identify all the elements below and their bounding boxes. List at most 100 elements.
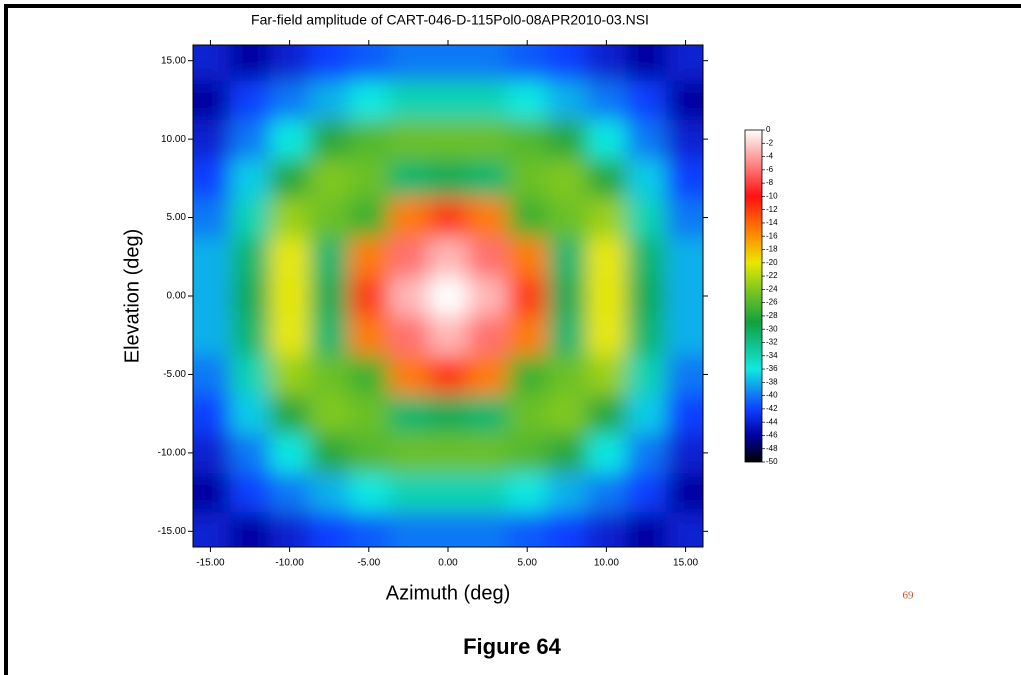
heatmap-cell xyxy=(507,472,548,513)
heatmap-cell xyxy=(665,433,703,473)
heatmap-cell xyxy=(349,119,390,160)
y-tick-label: 5.00 xyxy=(167,212,187,223)
heatmap-cell xyxy=(269,80,310,121)
heatmap-cell xyxy=(388,511,429,547)
heatmap-cell xyxy=(546,119,588,160)
figure-caption: Figure 64 xyxy=(463,634,562,659)
colorbar-tick-label: -16 xyxy=(766,231,778,240)
heatmap-cell xyxy=(467,158,508,199)
heatmap-cell xyxy=(269,276,310,317)
heatmap-cell xyxy=(546,45,588,81)
colorbar-tick-label: -8 xyxy=(766,178,774,187)
colorbar-tick-label: -34 xyxy=(766,351,778,360)
heatmap-cell xyxy=(626,237,667,277)
heatmap-cell xyxy=(586,394,627,434)
heatmap-cell xyxy=(467,45,508,81)
heatmap-cell xyxy=(586,315,627,356)
heatmap-cell xyxy=(546,472,588,513)
heatmap-cell xyxy=(507,158,548,199)
heatmap-cell xyxy=(546,197,588,238)
heatmap-cell xyxy=(230,433,271,473)
heatmap-cell xyxy=(388,237,429,277)
y-tick-label: 15.00 xyxy=(161,55,186,66)
heatmap-cell xyxy=(467,511,508,547)
heatmap-cell xyxy=(388,433,429,473)
heatmap-cell xyxy=(309,119,350,160)
heatmap-cell xyxy=(626,394,667,434)
heatmap-cell xyxy=(269,433,310,473)
heatmap-cell xyxy=(428,197,469,238)
heatmap-cell xyxy=(665,472,703,513)
heatmap-cell xyxy=(586,237,627,277)
heatmap-cell xyxy=(309,80,350,121)
heatmap-cell xyxy=(507,315,548,356)
heatmap-cell xyxy=(586,45,627,81)
heatmap-cell xyxy=(546,394,588,434)
heatmap-cell xyxy=(230,158,271,199)
heatmap-cell xyxy=(507,45,548,81)
heatmap-cell xyxy=(467,394,508,434)
heatmap-cell xyxy=(193,80,231,121)
heatmap-cell xyxy=(193,472,231,513)
heatmap-cell xyxy=(665,158,703,199)
x-tick-label: 15.00 xyxy=(673,558,698,569)
heatmap-cell xyxy=(507,197,548,238)
heatmap-cell xyxy=(230,197,271,238)
heatmap-cell xyxy=(626,158,667,199)
colorbar-tick-label: -26 xyxy=(766,298,778,307)
colorbar-tick-label: -14 xyxy=(766,218,778,227)
colorbar xyxy=(744,129,763,463)
heatmap-cell xyxy=(665,119,703,160)
heatmap-cell xyxy=(193,354,231,395)
colorbar-tick-label: -12 xyxy=(766,205,778,214)
heatmap-cell xyxy=(309,354,350,395)
heatmap-cell xyxy=(507,237,548,277)
heatmap-cell xyxy=(467,433,508,473)
colorbar-tick-label: -24 xyxy=(766,284,778,293)
heatmap xyxy=(193,45,703,547)
heatmap-cell xyxy=(428,158,469,199)
heatmap-cell xyxy=(349,158,390,199)
heatmap-cell xyxy=(269,237,310,277)
heatmap-cell xyxy=(586,80,627,121)
heatmap-cell xyxy=(428,315,469,356)
heatmap-cell xyxy=(349,433,390,473)
heatmap-cell xyxy=(388,80,429,121)
heatmap-cell xyxy=(349,511,390,547)
heatmap-cell xyxy=(349,197,390,238)
y-tick-label: 10.00 xyxy=(161,134,186,145)
heatmap-cell xyxy=(586,354,627,395)
heatmap-cell xyxy=(309,511,350,547)
heatmap-cell xyxy=(388,197,429,238)
heatmap-cell xyxy=(626,315,667,356)
heatmap-cell xyxy=(586,119,627,160)
heatmap-cell xyxy=(665,45,703,81)
colorbar-tick-label: -4 xyxy=(766,152,774,161)
heatmap-cell xyxy=(349,472,390,513)
heatmap-cell xyxy=(428,433,469,473)
heatmap-cell xyxy=(586,511,627,547)
heatmap-cell xyxy=(428,45,469,81)
heatmap-cell xyxy=(309,394,350,434)
heatmap-cell xyxy=(626,433,667,473)
heatmap-cell xyxy=(230,354,271,395)
heatmap-cell xyxy=(626,119,667,160)
heatmap-cell xyxy=(467,80,508,121)
heatmap-cell xyxy=(309,472,350,513)
heatmap-cell xyxy=(269,158,310,199)
heatmap-cell xyxy=(626,354,667,395)
heatmap-cell xyxy=(388,45,429,81)
heatmap-cell xyxy=(193,45,231,81)
heatmap-cell xyxy=(193,394,231,434)
heatmap-cell xyxy=(388,119,429,160)
heatmap-cell xyxy=(507,276,548,317)
heatmap-cell xyxy=(467,237,508,277)
x-tick-label: -5.00 xyxy=(357,558,380,569)
heatmap-cell xyxy=(467,119,508,160)
heatmap-cell xyxy=(586,197,627,238)
heatmap-cell xyxy=(546,158,588,199)
heatmap-cell xyxy=(467,354,508,395)
heatmap-cell xyxy=(269,511,310,547)
heatmap-cell xyxy=(230,511,271,547)
heatmap-cell xyxy=(428,511,469,547)
